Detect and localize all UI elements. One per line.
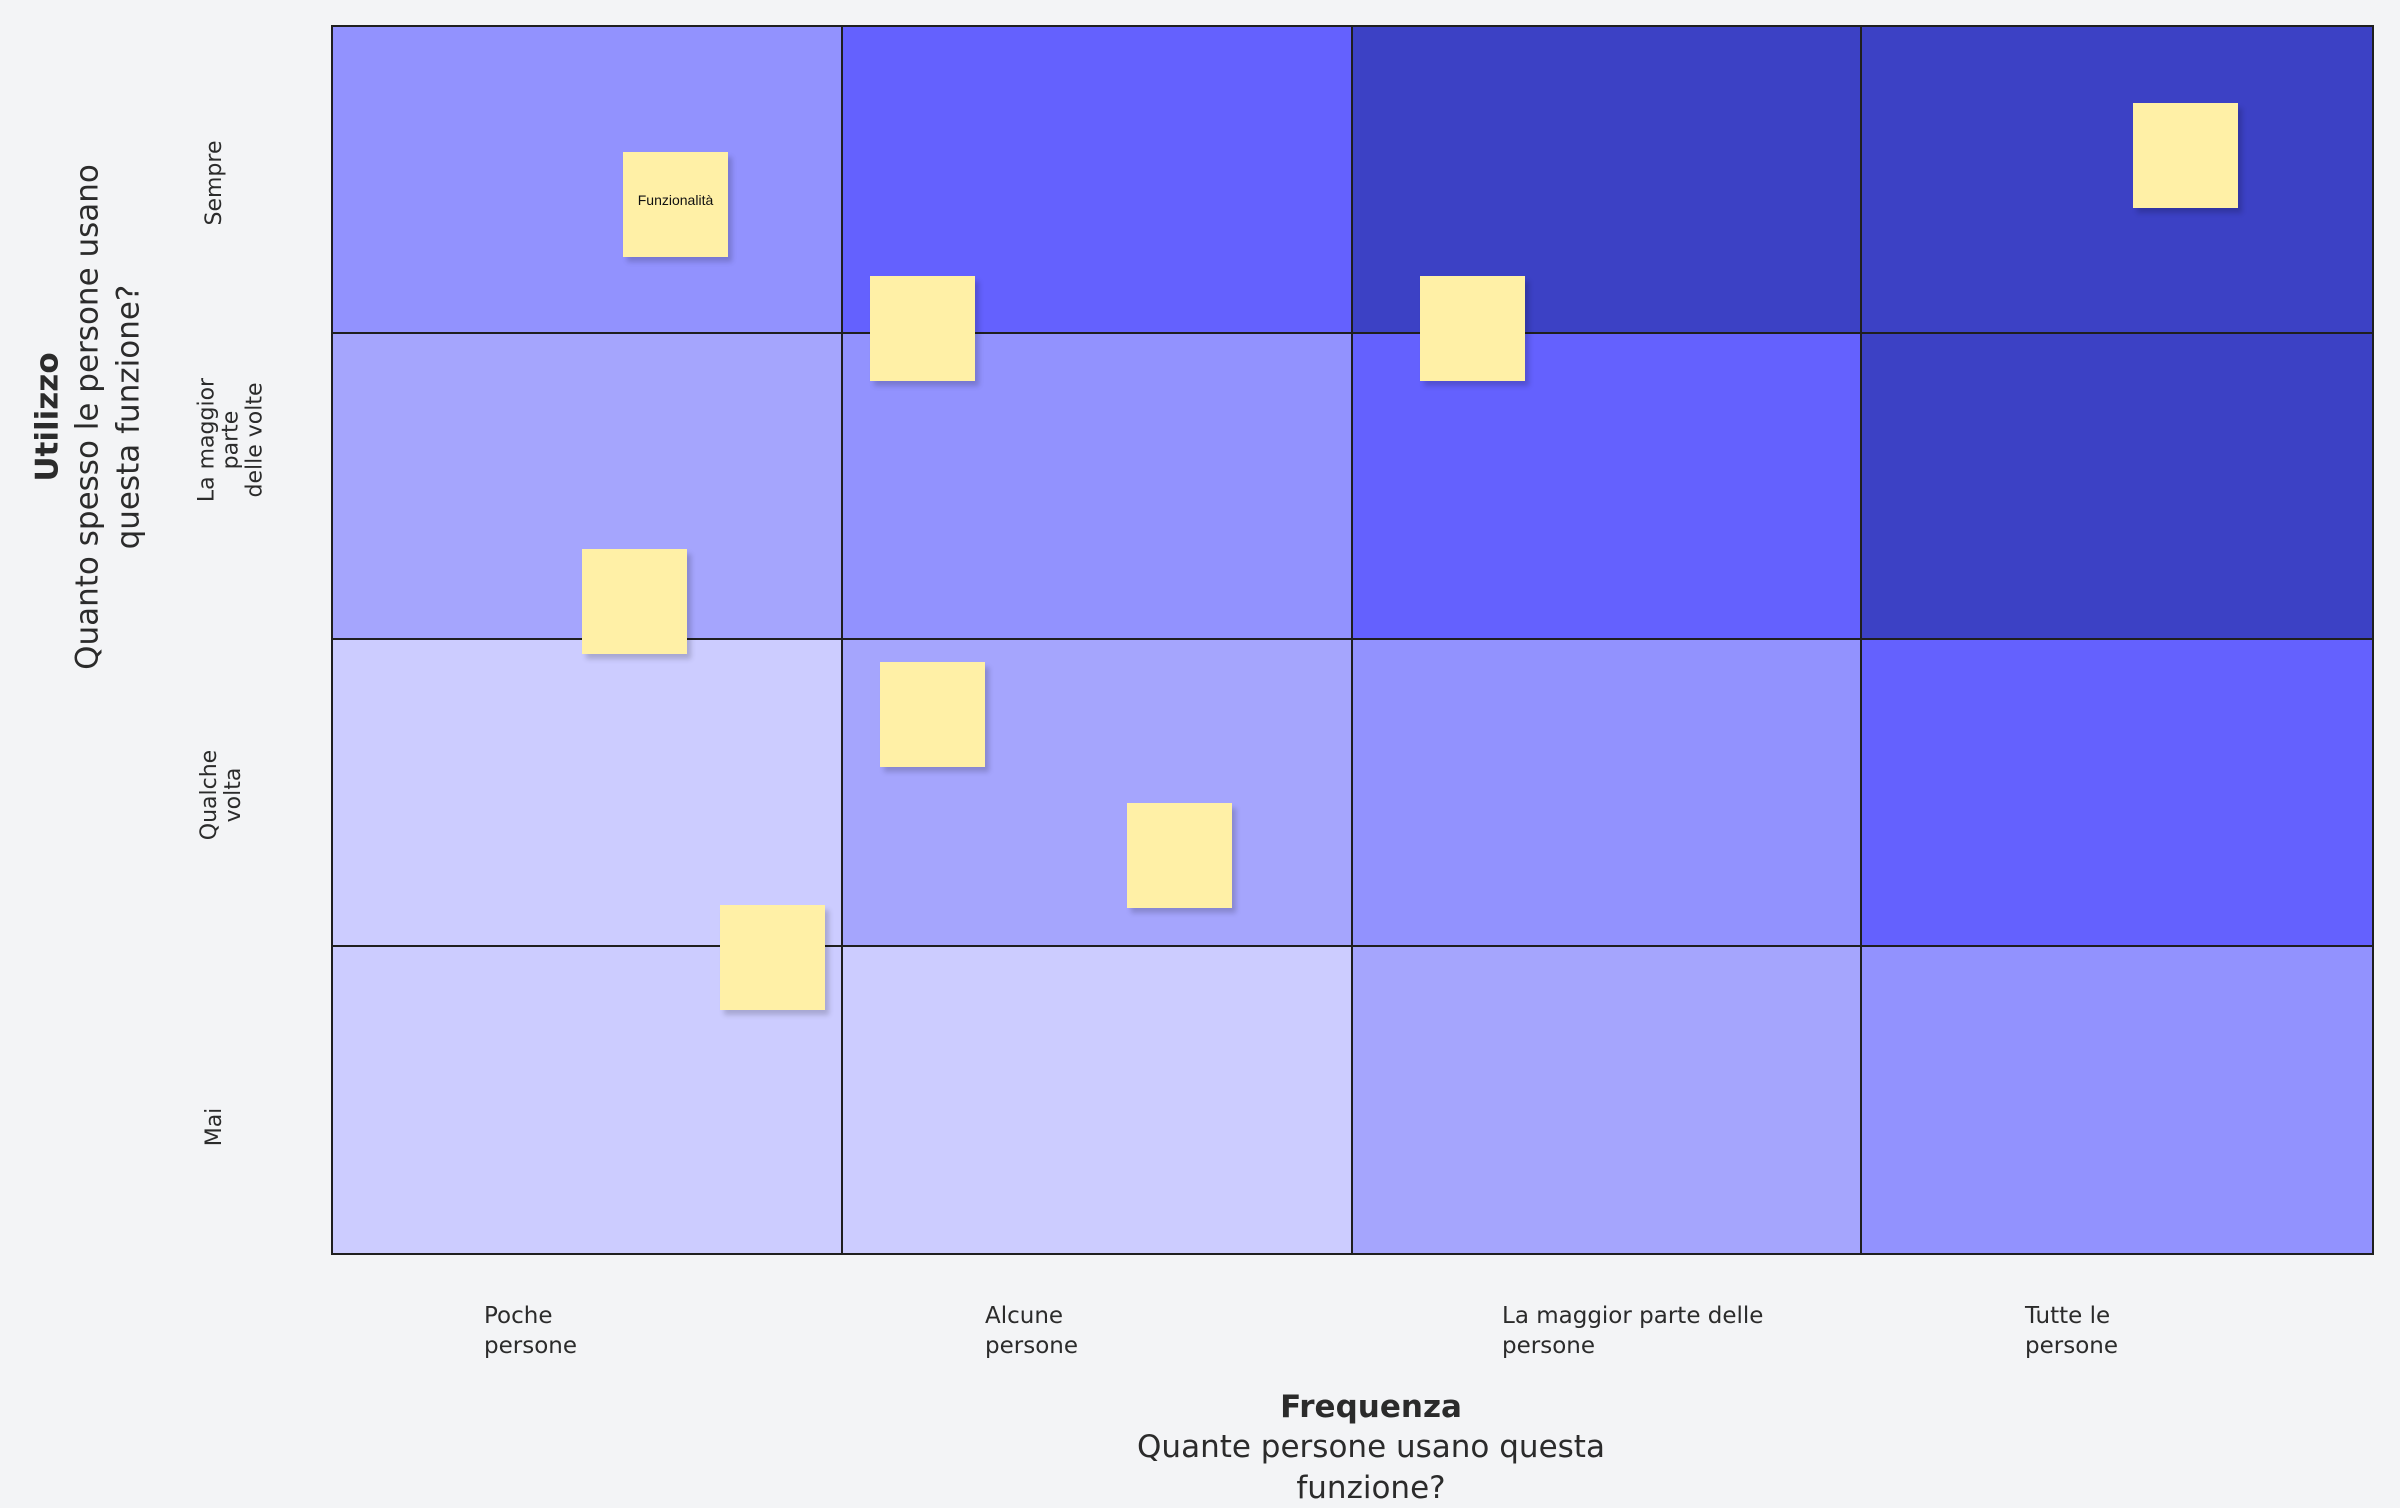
x-axis-title-main: Frequenza (1280, 1389, 1462, 1425)
y-axis-title-subtitle: Quanto spesso le persone usano questa fu… (69, 164, 147, 670)
sticky-note[interactable] (1127, 803, 1232, 908)
x-axis-title: Frequenza Quante persone usano questa fu… (1071, 1387, 1671, 1508)
grid-cell (333, 27, 843, 334)
sticky-note[interactable] (870, 276, 975, 381)
sticky-note[interactable] (2133, 103, 2238, 208)
sticky-note[interactable]: Funzionalità (623, 152, 728, 257)
sticky-note[interactable] (1420, 276, 1525, 381)
grid-cell (1862, 640, 2372, 947)
grid-cell (1862, 946, 2372, 1253)
grid-cell (1352, 333, 1863, 640)
row-label-text: Mai (201, 1107, 227, 1147)
column-label-alcune-persone: Alcune persone (985, 1303, 1078, 1359)
y-axis-title-main: Utilizzo (29, 352, 66, 482)
column-label-poche-persone: Poche persone (484, 1303, 577, 1359)
column-label-tutte-le-persone: Tutte le persone (2025, 1303, 2118, 1359)
sticky-note[interactable] (582, 549, 687, 654)
grid-cell (842, 946, 1353, 1253)
grid-cell (333, 640, 843, 947)
column-label-maggior-parte-persone: La maggior parte delle persone (1502, 1303, 1764, 1359)
grid-cell (1352, 640, 1863, 947)
matrix-grid (331, 25, 2374, 1255)
row-label-text: Qualche volta (196, 749, 246, 841)
sticky-note[interactable] (720, 905, 825, 1010)
sticky-note[interactable] (880, 662, 985, 767)
row-label-text: Sempre (201, 140, 227, 226)
grid-cell (1862, 333, 2372, 640)
grid-cell (1352, 946, 1863, 1253)
grid-cell (842, 333, 1353, 640)
x-axis-title-subtitle: Quante persone usano questa funzione? (1137, 1429, 1605, 1506)
grid-cell (1862, 27, 2372, 334)
row-label-text: La maggior parte delle volte (194, 377, 269, 503)
